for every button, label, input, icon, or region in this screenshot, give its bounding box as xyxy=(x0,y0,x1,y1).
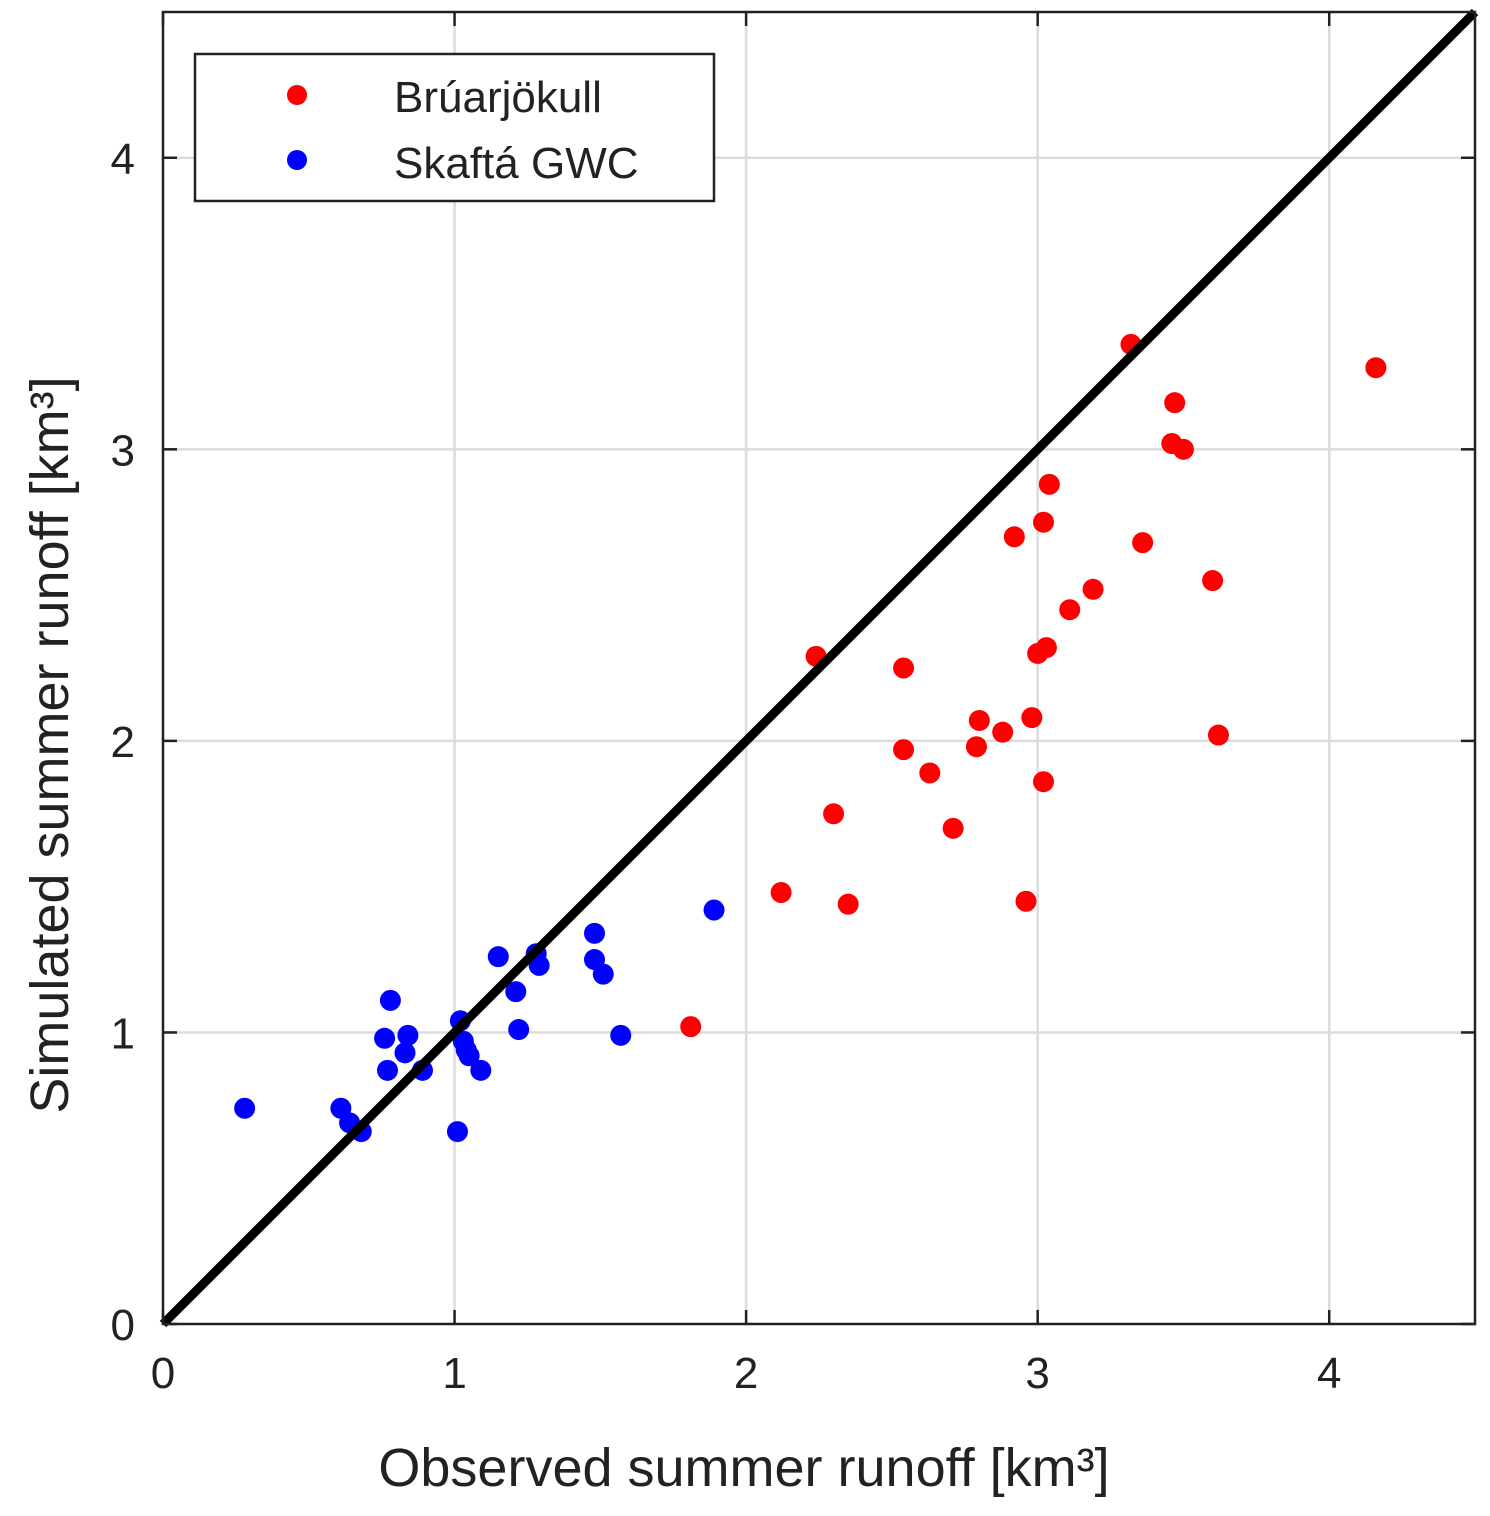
y-tick-label: 2 xyxy=(111,718,135,767)
data-point-bruarjokull xyxy=(1164,392,1186,414)
data-point-skafta-gwc xyxy=(505,981,527,1003)
data-point-bruarjokull xyxy=(1202,570,1224,592)
y-tick-label: 4 xyxy=(111,135,135,184)
data-point-skafta-gwc xyxy=(470,1059,492,1081)
data-point-bruarjokull xyxy=(823,803,845,825)
data-point-bruarjokull xyxy=(1365,357,1387,379)
data-point-bruarjokull xyxy=(1035,637,1057,659)
data-point-bruarjokull xyxy=(942,817,964,839)
data-point-skafta-gwc xyxy=(508,1019,530,1041)
data-point-skafta-gwc xyxy=(397,1024,419,1046)
data-point-bruarjokull xyxy=(1207,724,1229,746)
data-point-skafta-gwc xyxy=(379,989,401,1011)
legend-marker-skafta-gwc xyxy=(287,150,307,170)
data-point-bruarjokull xyxy=(837,893,859,915)
data-point-bruarjokull xyxy=(893,739,915,761)
data-points xyxy=(234,333,1387,1143)
plot-frame xyxy=(161,10,1477,1326)
data-point-bruarjokull xyxy=(1132,532,1154,554)
y-tick-label: 0 xyxy=(111,1301,135,1350)
axis-ticks xyxy=(161,12,1475,1326)
data-point-skafta-gwc xyxy=(376,1059,398,1081)
x-tick-label: 4 xyxy=(1317,1349,1341,1398)
data-point-skafta-gwc xyxy=(703,899,725,921)
data-point-skafta-gwc xyxy=(592,963,614,985)
legend-label-bruarjokull: Brúarjökull xyxy=(394,73,602,122)
y-tick-label: 1 xyxy=(111,1009,135,1058)
legend: Brúarjökull Skaftá GWC xyxy=(193,52,716,203)
data-point-bruarjokull xyxy=(1082,578,1104,600)
y-tick-label: 3 xyxy=(111,426,135,475)
data-point-bruarjokull xyxy=(992,721,1014,743)
axes-box xyxy=(161,10,1477,1326)
data-point-skafta-gwc xyxy=(446,1121,468,1143)
data-point-bruarjokull xyxy=(1021,707,1043,729)
one-to-one-line xyxy=(159,8,1479,1328)
data-point-bruarjokull xyxy=(1172,438,1194,460)
data-point-skafta-gwc xyxy=(584,922,606,944)
data-point-skafta-gwc xyxy=(610,1024,632,1046)
data-point-bruarjokull xyxy=(1003,526,1025,548)
legend-marker-bruarjokull xyxy=(287,85,307,105)
x-axis-title: Observed summer runoff [km³] xyxy=(378,1438,1109,1498)
x-tick-label: 0 xyxy=(151,1349,175,1398)
data-point-bruarjokull xyxy=(1032,771,1054,793)
data-point-bruarjokull xyxy=(1015,890,1037,912)
data-point-skafta-gwc xyxy=(374,1027,396,1049)
reference-line-layer xyxy=(159,8,1479,1328)
data-point-bruarjokull xyxy=(1032,511,1054,533)
data-point-bruarjokull xyxy=(1059,599,1081,621)
legend-box xyxy=(193,52,716,203)
data-point-bruarjokull xyxy=(965,736,987,758)
x-tick-label: 2 xyxy=(734,1349,758,1398)
data-point-bruarjokull xyxy=(893,657,915,679)
data-point-bruarjokull xyxy=(770,881,792,903)
data-point-skafta-gwc xyxy=(528,954,550,976)
data-point-bruarjokull xyxy=(1038,473,1060,495)
y-axis-title: Simulated summer runoff [km³] xyxy=(20,376,80,1113)
legend-label-skafta-gwc: Skaftá GWC xyxy=(394,139,639,188)
data-point-bruarjokull xyxy=(968,709,990,731)
data-point-skafta-gwc xyxy=(487,946,509,968)
data-point-bruarjokull xyxy=(919,762,941,784)
data-point-bruarjokull xyxy=(680,1016,702,1038)
x-tick-label: 1 xyxy=(442,1349,466,1398)
data-point-skafta-gwc xyxy=(394,1042,416,1064)
data-point-skafta-gwc xyxy=(458,1045,480,1067)
data-point-skafta-gwc xyxy=(234,1097,256,1119)
x-tick-label: 3 xyxy=(1025,1349,1049,1398)
